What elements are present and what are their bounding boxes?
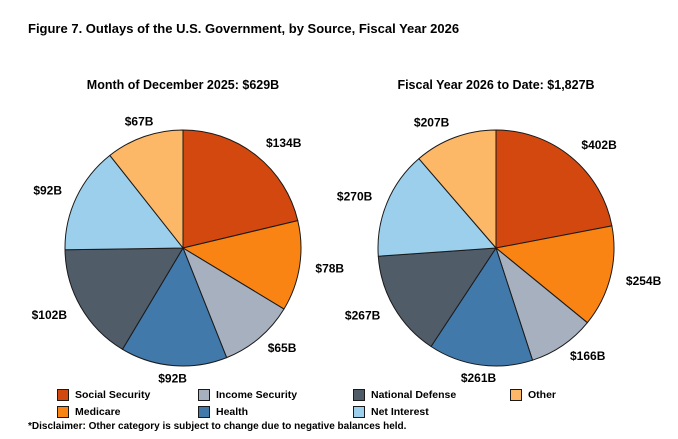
pie-value-label-social-security-fytd: $402B xyxy=(581,138,617,152)
pie-slice-net-interest-december xyxy=(64,154,184,251)
pie-value-label-health-december: $92B xyxy=(158,372,187,386)
pie-slice-medicare-fytd xyxy=(495,225,615,324)
legend-label-net-interest: Net Interest xyxy=(371,405,429,418)
legend-swatch-social-security xyxy=(57,388,69,401)
pie-value-label-medicare-fytd: $254B xyxy=(626,274,662,288)
pie-value-label-net-interest-december: $92B xyxy=(33,184,62,198)
legend-item-social-security: Social Security xyxy=(57,386,198,403)
pie-slice-other-fytd xyxy=(418,129,497,249)
pie-value-label-other-fytd: $207B xyxy=(414,115,450,129)
legend-swatch-income-security xyxy=(198,388,210,401)
legend-label-income-security: Income Security xyxy=(216,388,298,401)
pie-value-label-social-security-december: $134B xyxy=(266,136,302,150)
pie-value-label-income-security-december: $65B xyxy=(268,341,297,355)
legend-item-national-defense: National Defense xyxy=(353,386,510,403)
pie-slice-social-security-fytd xyxy=(495,129,613,249)
pie-value-label-net-interest-fytd: $270B xyxy=(337,190,373,204)
chart-title-fiscal-year-to-date: Fiscal Year 2026 to Date: $1,827B xyxy=(397,78,595,92)
legend-swatch-national-defense xyxy=(353,388,365,401)
legend-label-health: Health xyxy=(216,405,249,418)
pie-slice-health-december xyxy=(121,247,228,367)
legend-item-medicare: Medicare xyxy=(57,403,198,420)
pie-value-label-national-defense-december: $102B xyxy=(32,308,68,322)
footnote-disclaimer: *Disclaimer: Other category is subject t… xyxy=(28,421,407,432)
pie-value-label-health-fytd: $261B xyxy=(461,371,497,385)
pie-value-label-medicare-december: $78B xyxy=(315,262,344,276)
chart-title-month-of-december: Month of December 2025: $629B xyxy=(86,78,280,92)
pie-slice-other-december xyxy=(109,129,184,249)
legend-swatch-health xyxy=(198,405,210,418)
legend-item-net-interest: Net Interest xyxy=(353,403,510,420)
legend-swatch-other xyxy=(510,388,522,401)
pie-slice-medicare-december xyxy=(182,220,302,310)
legend-item-other: Other xyxy=(510,386,657,403)
pie-slice-health-fytd xyxy=(430,247,534,367)
pie-value-label-other-december: $67B xyxy=(125,114,154,128)
pie-slice-net-interest-fytd xyxy=(377,158,497,257)
legend-swatch-net-interest xyxy=(353,405,365,418)
legend: Social Security Income Security National D… xyxy=(57,386,657,420)
figure-title: Figure 7. Outlays of the U.S. Government… xyxy=(28,21,460,36)
legend-label-other: Other xyxy=(528,388,557,401)
legend-item-income-security: Income Security xyxy=(198,386,353,403)
pie-slice-national-defense-fytd xyxy=(377,247,497,348)
pie-slice-social-security-december xyxy=(182,129,299,249)
pie-value-label-income-security-fytd: $166B xyxy=(570,349,606,363)
pie-slice-income-security-december xyxy=(182,247,285,359)
pie-value-label-national-defense-fytd: $267B xyxy=(345,309,381,323)
pie-slice-national-defense-december xyxy=(64,247,184,350)
legend-label-national-defense: National Defense xyxy=(371,388,457,401)
legend-label-medicare: Medicare xyxy=(75,405,121,418)
legend-swatch-medicare xyxy=(57,405,69,418)
legend-label-social-security: Social Security xyxy=(75,388,151,401)
legend-item-health: Health xyxy=(198,403,353,420)
